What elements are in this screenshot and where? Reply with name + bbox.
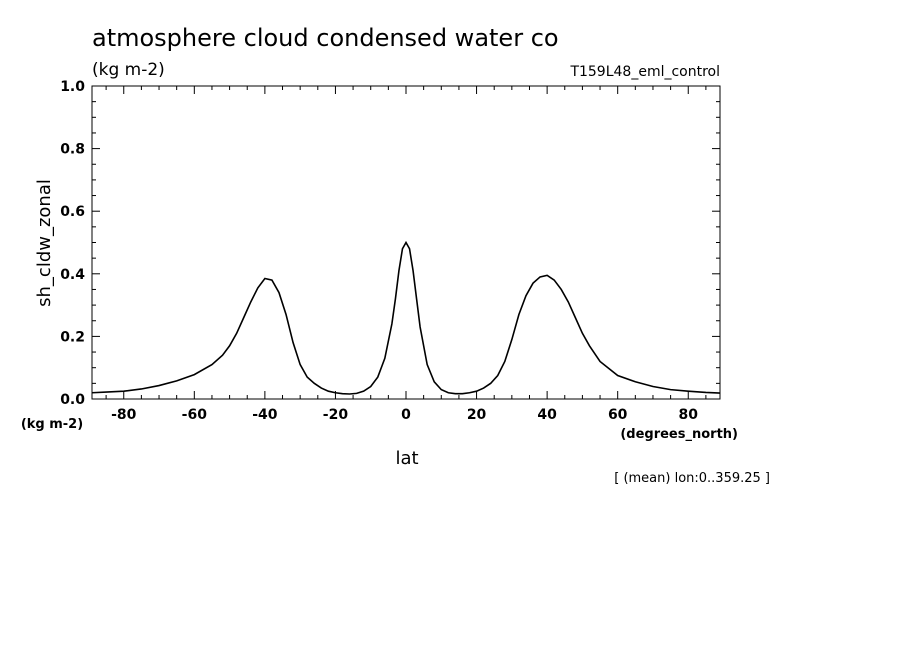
y-tick-label: 0.2: [60, 329, 85, 345]
x-axis-units-label: (degrees_north): [620, 427, 738, 442]
x-tick-label: 0: [401, 407, 411, 423]
y-tick-label: 0.8: [60, 142, 85, 158]
y-axis-units-label: (kg m-2): [21, 417, 83, 432]
x-tick-label: 40: [537, 407, 557, 423]
chart-title: atmosphere cloud condensed water co: [92, 24, 559, 52]
series-line: [91, 240, 721, 395]
y-axis-label: sh_cldw_zonal: [34, 179, 55, 307]
chart-run-label: T159L48_eml_control: [569, 64, 720, 80]
y-axis-ticks: [92, 85, 720, 400]
chart-units-label: (kg m-2): [92, 60, 165, 80]
x-axis-label: lat: [395, 448, 418, 469]
y-tick-label: 0.4: [60, 267, 85, 283]
x-tick-label: -20: [323, 407, 349, 423]
y-tick-label: 1.0: [60, 79, 85, 95]
chart-footnote: [ (mean) lon:0..359.25 ]: [614, 471, 770, 486]
x-axis-tick-labels: -80 -60 -40 -20 0 20 40 60 80: [111, 407, 698, 423]
x-tick-label: -60: [182, 407, 208, 423]
y-tick-label: 0.0: [60, 392, 85, 408]
x-tick-label: -40: [252, 407, 278, 423]
x-tick-label: -80: [111, 407, 137, 423]
x-tick-label: 60: [608, 407, 628, 423]
x-tick-label: 20: [467, 407, 487, 423]
x-tick-label: 80: [679, 407, 699, 423]
y-axis-tick-labels: 0.0 0.2 0.4 0.6 0.8 1.0: [60, 79, 85, 408]
y-tick-label: 0.6: [60, 204, 85, 220]
